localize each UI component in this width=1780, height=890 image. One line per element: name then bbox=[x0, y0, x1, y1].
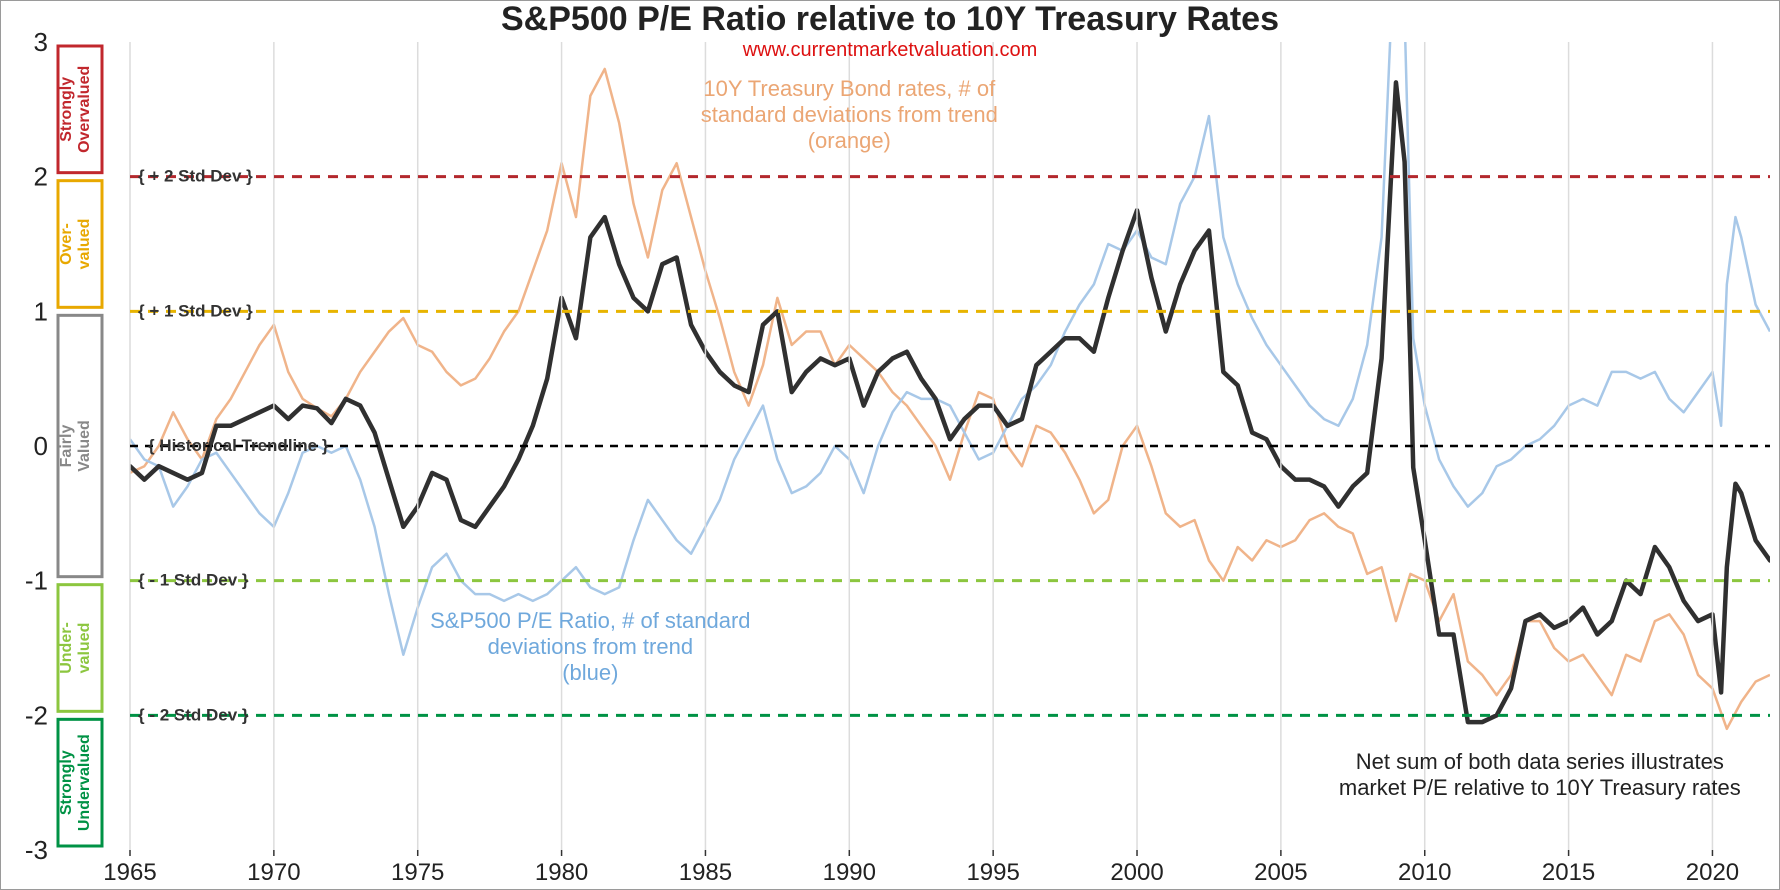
x-tick-label: 1980 bbox=[535, 859, 588, 886]
x-tick-label: 2000 bbox=[1110, 859, 1163, 886]
deviation-label: { + 1 Std Dev } bbox=[138, 301, 253, 320]
y-tick-label: 1 bbox=[34, 296, 48, 326]
band-label: StronglyOvervalued bbox=[58, 66, 93, 153]
chart-svg: { + 2 Std Dev } { + 1 Std Dev } { Historic… bbox=[0, 0, 1780, 890]
x-tick-label: 2005 bbox=[1254, 859, 1307, 886]
band-label: Under-valued bbox=[58, 622, 93, 674]
band-label: StronglyUndervalued bbox=[58, 734, 93, 831]
x-tick-label: 1970 bbox=[247, 859, 300, 886]
sp500-label: S&P500 P/E Ratio, # of standarddeviation… bbox=[430, 608, 750, 685]
y-tick-label: -2 bbox=[25, 700, 48, 730]
chart-container: { + 2 Std Dev } { + 1 Std Dev } { Historic… bbox=[0, 0, 1780, 890]
band-label: FairlyValued bbox=[58, 420, 93, 472]
y-tick-label: -1 bbox=[25, 566, 48, 596]
treasury-label: 10Y Treasury Bond rates, # ofstandard de… bbox=[701, 76, 998, 153]
deviation-label: { - 2 Std Dev } bbox=[138, 705, 249, 724]
y-tick-label: 2 bbox=[34, 162, 48, 192]
deviation-label: { Historical Trendline } bbox=[148, 436, 329, 455]
chart-subtitle: www.currentmarketvaluation.com bbox=[742, 39, 1038, 61]
x-tick-label: 1975 bbox=[391, 859, 444, 886]
x-tick-label: 1965 bbox=[103, 859, 156, 886]
netsum-series bbox=[130, 82, 1770, 722]
x-tick-label: 1995 bbox=[966, 859, 1019, 886]
y-tick-label: 0 bbox=[34, 431, 48, 461]
x-tick-label: 2020 bbox=[1686, 859, 1739, 886]
y-tick-label: 3 bbox=[34, 27, 48, 57]
x-tick-label: 1985 bbox=[679, 859, 732, 886]
x-tick-label: 2015 bbox=[1542, 859, 1595, 886]
deviation-label: { + 2 Std Dev } bbox=[138, 167, 253, 186]
y-tick-label: -3 bbox=[25, 835, 48, 865]
netsum-label: Net sum of both data series illustratesm… bbox=[1339, 749, 1741, 800]
chart-title: S&P500 P/E Ratio relative to 10Y Treasur… bbox=[501, 0, 1279, 38]
x-tick-label: 1990 bbox=[823, 859, 876, 886]
deviation-label: { - 1 Std Dev } bbox=[138, 571, 249, 590]
band-label: Over-valued bbox=[58, 219, 93, 270]
x-tick-label: 2010 bbox=[1398, 859, 1451, 886]
